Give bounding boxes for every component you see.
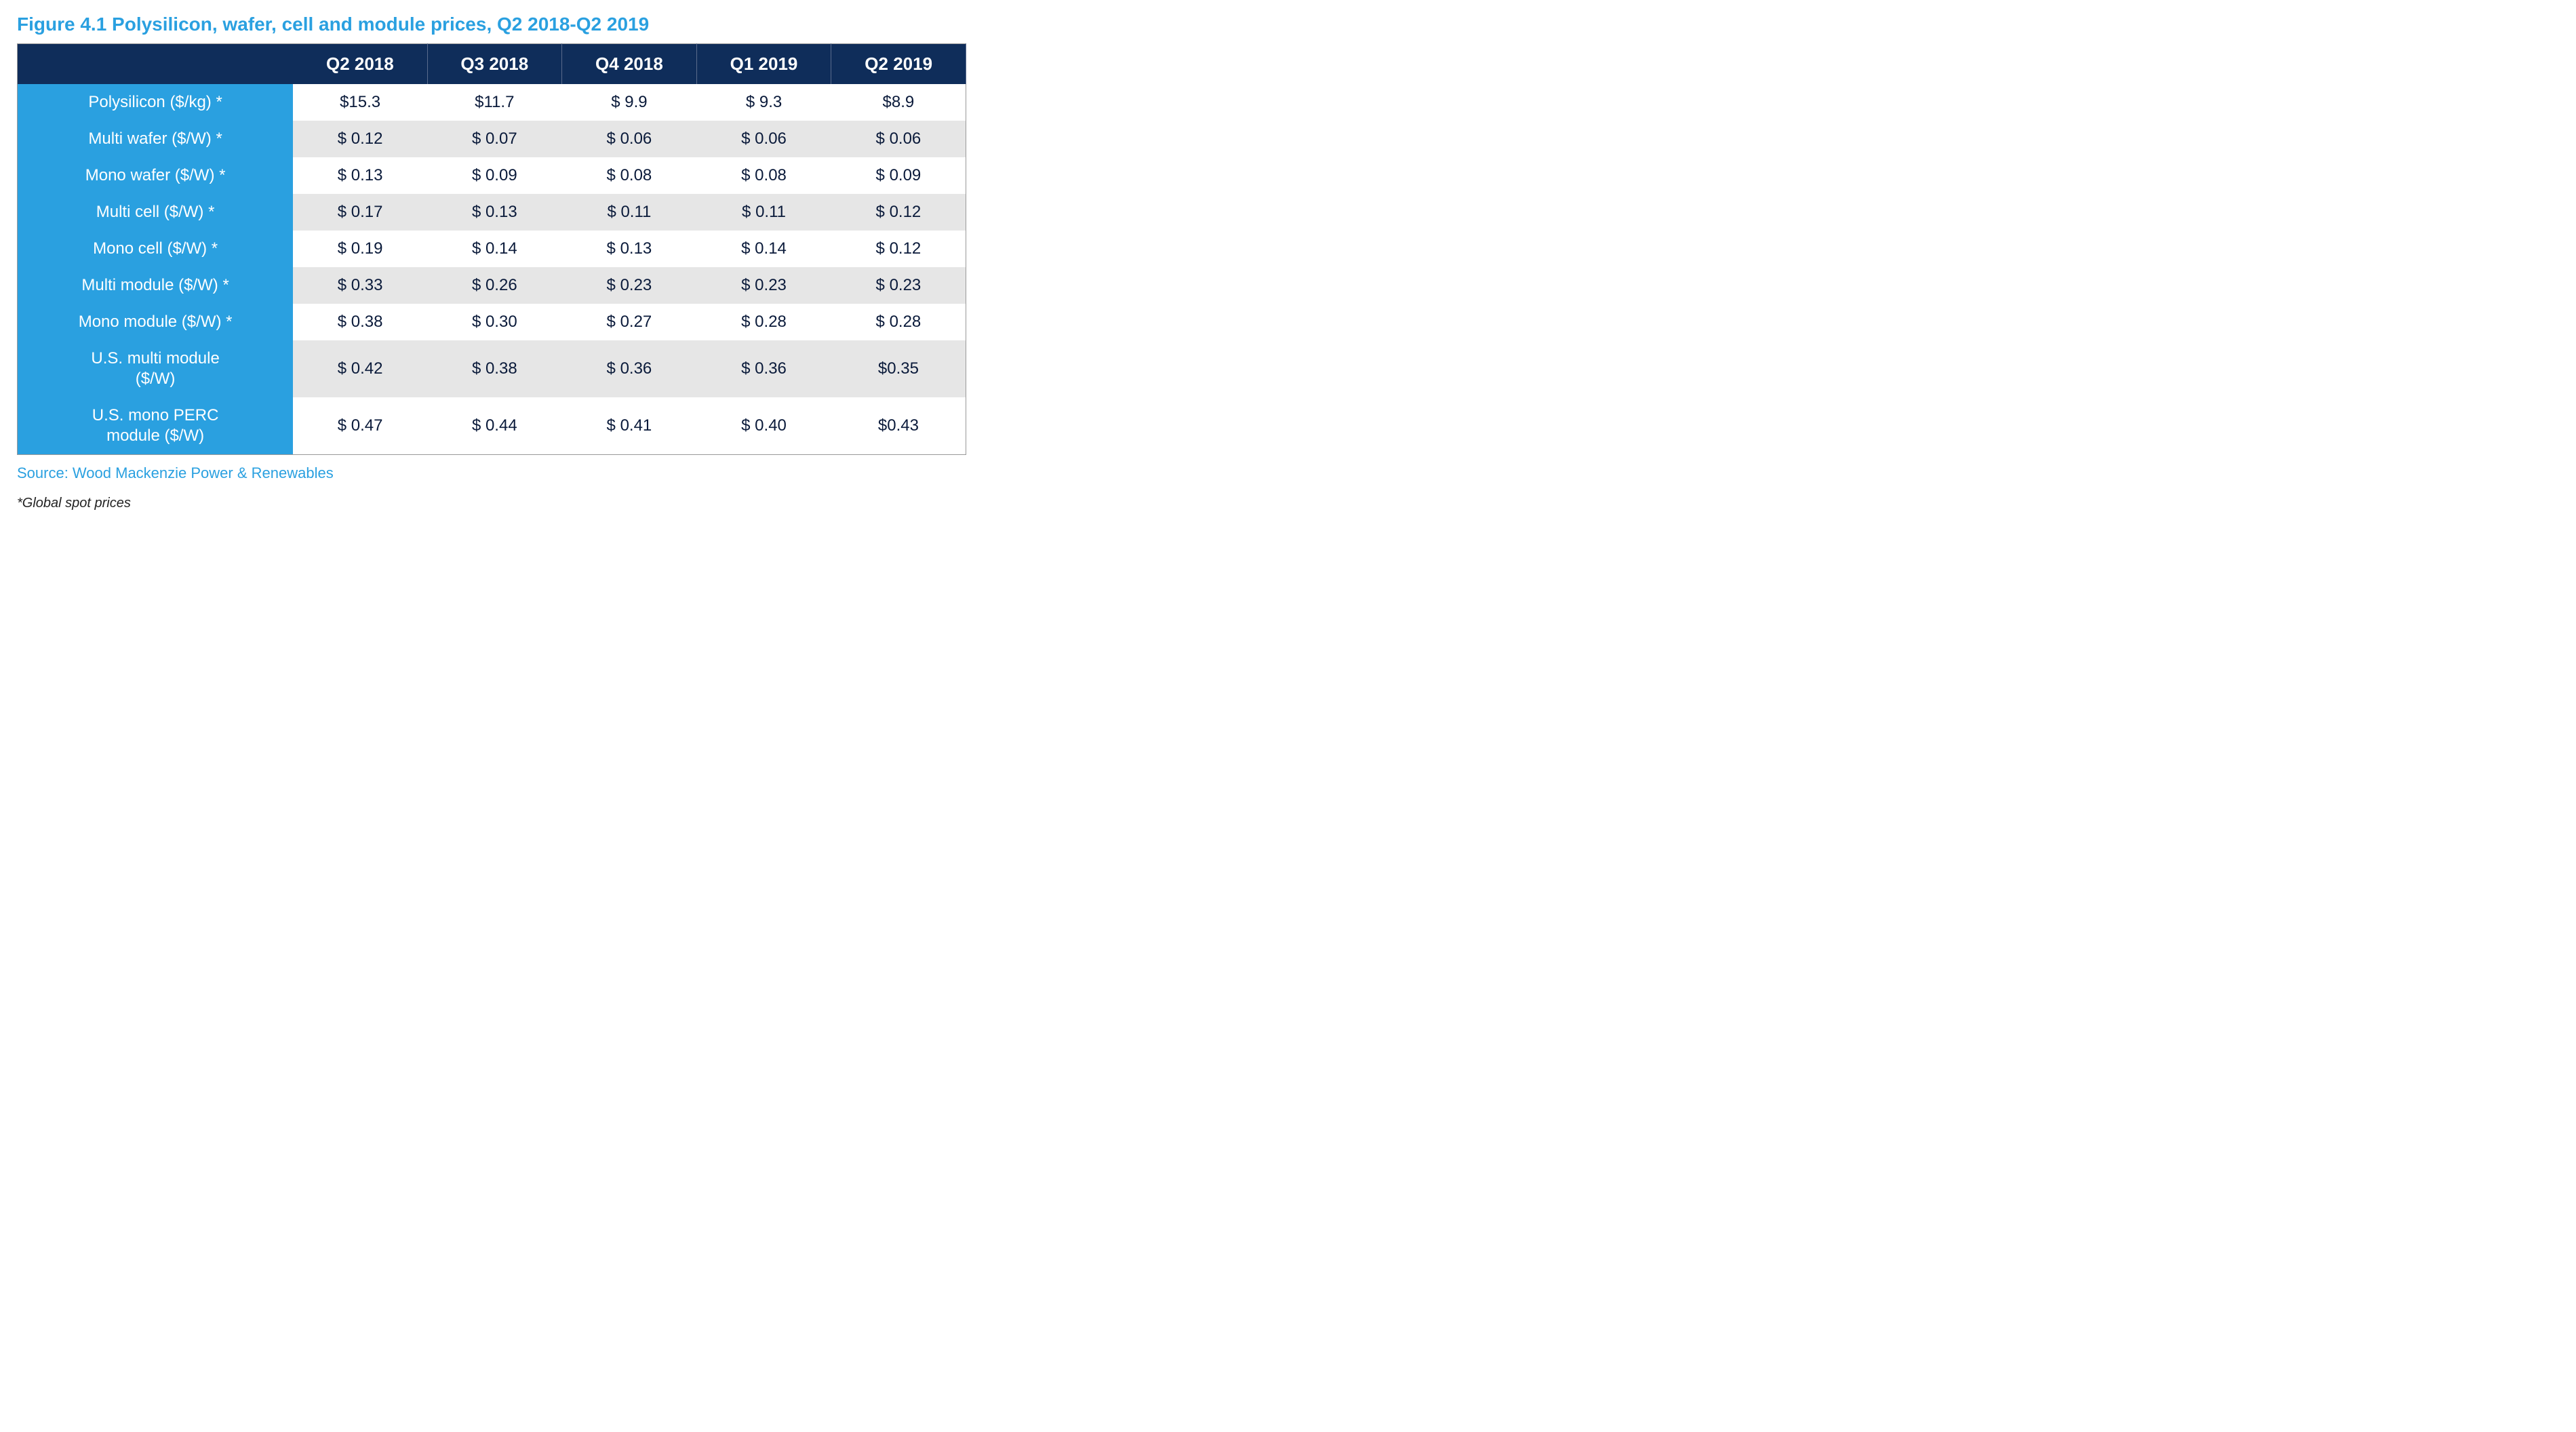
- data-cell: $0.35: [831, 340, 966, 397]
- data-cell: $ 0.23: [831, 267, 966, 304]
- data-cell: $ 0.13: [562, 231, 697, 267]
- row-label: U.S. mono PERC module ($/W): [18, 397, 294, 455]
- data-cell: $ 0.12: [293, 121, 427, 157]
- row-label: Multi cell ($/W) *: [18, 194, 294, 231]
- data-cell: $ 0.07: [427, 121, 562, 157]
- data-cell: $ 0.06: [696, 121, 831, 157]
- table-row: Mono cell ($/W) *$ 0.19$ 0.14$ 0.13$ 0.1…: [18, 231, 966, 267]
- row-label: Mono wafer ($/W) *: [18, 157, 294, 194]
- data-cell: $ 0.36: [696, 340, 831, 397]
- data-cell: $ 0.26: [427, 267, 562, 304]
- col-header: Q1 2019: [696, 44, 831, 85]
- data-cell: $ 0.08: [562, 157, 697, 194]
- data-cell: $ 0.13: [427, 194, 562, 231]
- data-cell: $ 0.13: [293, 157, 427, 194]
- col-header: Q2 2019: [831, 44, 966, 85]
- table-row: Polysilicon ($/kg) *$15.3$11.7$ 9.9$ 9.3…: [18, 84, 966, 121]
- table-row: U.S. mono PERC module ($/W)$ 0.47$ 0.44$…: [18, 397, 966, 455]
- data-cell: $ 0.11: [562, 194, 697, 231]
- table-header-row: Q2 2018 Q3 2018 Q4 2018 Q1 2019 Q2 2019: [18, 44, 966, 85]
- source-line: Source: Wood Mackenzie Power & Renewable…: [17, 464, 2559, 482]
- row-label: Multi module ($/W) *: [18, 267, 294, 304]
- table-row: Multi module ($/W) *$ 0.33$ 0.26$ 0.23$ …: [18, 267, 966, 304]
- data-cell: $15.3: [293, 84, 427, 121]
- data-cell: $ 0.11: [696, 194, 831, 231]
- data-cell: $ 0.36: [562, 340, 697, 397]
- data-cell: $ 0.47: [293, 397, 427, 455]
- data-cell: $ 0.08: [696, 157, 831, 194]
- data-cell: $ 0.23: [696, 267, 831, 304]
- data-cell: $ 0.06: [831, 121, 966, 157]
- data-cell: $ 9.9: [562, 84, 697, 121]
- data-cell: $8.9: [831, 84, 966, 121]
- table-body: Polysilicon ($/kg) *$15.3$11.7$ 9.9$ 9.3…: [18, 84, 966, 455]
- price-table: Q2 2018 Q3 2018 Q4 2018 Q1 2019 Q2 2019 …: [17, 43, 966, 455]
- data-cell: $ 0.27: [562, 304, 697, 340]
- col-header: Q3 2018: [427, 44, 562, 85]
- col-header: Q2 2018: [293, 44, 427, 85]
- data-cell: $ 0.23: [562, 267, 697, 304]
- table-row: Mono wafer ($/W) *$ 0.13$ 0.09$ 0.08$ 0.…: [18, 157, 966, 194]
- data-cell: $ 0.41: [562, 397, 697, 455]
- data-cell: $ 0.30: [427, 304, 562, 340]
- data-cell: $ 0.14: [696, 231, 831, 267]
- footnote-line: *Global spot prices: [17, 496, 2559, 511]
- data-cell: $ 0.19: [293, 231, 427, 267]
- data-cell: $ 0.14: [427, 231, 562, 267]
- row-label: Mono cell ($/W) *: [18, 231, 294, 267]
- data-cell: $ 0.09: [831, 157, 966, 194]
- data-cell: $ 0.38: [293, 304, 427, 340]
- data-cell: $ 0.44: [427, 397, 562, 455]
- row-label: U.S. multi module ($/W): [18, 340, 294, 397]
- data-cell: $ 0.38: [427, 340, 562, 397]
- row-label: Mono module ($/W) *: [18, 304, 294, 340]
- data-cell: $ 0.40: [696, 397, 831, 455]
- data-cell: $ 0.09: [427, 157, 562, 194]
- row-label: Polysilicon ($/kg) *: [18, 84, 294, 121]
- table-row: Multi wafer ($/W) *$ 0.12$ 0.07$ 0.06$ 0…: [18, 121, 966, 157]
- table-row: Mono module ($/W) *$ 0.38$ 0.30$ 0.27$ 0…: [18, 304, 966, 340]
- data-cell: $ 0.42: [293, 340, 427, 397]
- data-cell: $ 0.12: [831, 231, 966, 267]
- data-cell: $11.7: [427, 84, 562, 121]
- data-cell: $ 0.28: [696, 304, 831, 340]
- table-row: Multi cell ($/W) *$ 0.17$ 0.13$ 0.11$ 0.…: [18, 194, 966, 231]
- header-blank: [18, 44, 294, 85]
- row-label: Multi wafer ($/W) *: [18, 121, 294, 157]
- data-cell: $ 0.12: [831, 194, 966, 231]
- data-cell: $0.43: [831, 397, 966, 455]
- col-header: Q4 2018: [562, 44, 697, 85]
- table-row: U.S. multi module ($/W)$ 0.42$ 0.38$ 0.3…: [18, 340, 966, 397]
- figure-title: Figure 4.1 Polysilicon, wafer, cell and …: [17, 14, 2559, 35]
- data-cell: $ 0.17: [293, 194, 427, 231]
- data-cell: $ 0.28: [831, 304, 966, 340]
- data-cell: $ 0.06: [562, 121, 697, 157]
- data-cell: $ 0.33: [293, 267, 427, 304]
- data-cell: $ 9.3: [696, 84, 831, 121]
